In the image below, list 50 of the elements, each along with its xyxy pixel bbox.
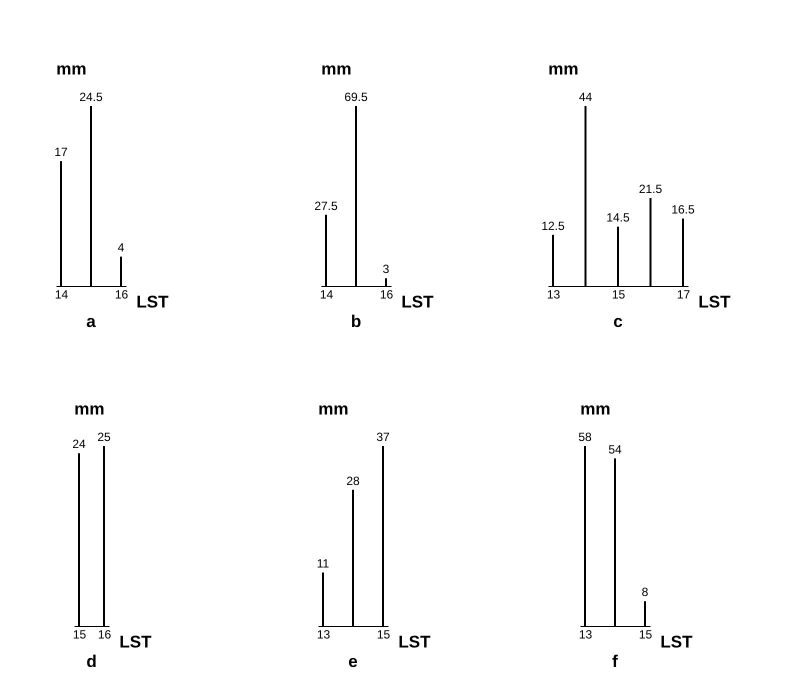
data-label: 24.5 [79,90,103,104]
x-tick-label: 15 [376,628,390,642]
x-axis-title: LST [698,292,731,312]
data-label: 37 [376,430,390,444]
x-tick-label: 16 [379,288,393,302]
data-label: 4 [118,240,125,255]
data-label: 14.5 [606,210,630,225]
x-tick-label: 13 [578,628,592,642]
x-tick-label: 13 [546,288,560,302]
text: f [612,652,618,671]
y-axis-title: mm [318,400,348,418]
x-axis-title: LST [398,632,432,652]
x-axis-title: LST [660,632,694,652]
text: b [350,312,361,331]
data-label: 28 [346,474,360,488]
x-tick-label: 14 [54,288,68,302]
y-axis-title: mm [56,60,86,78]
data-label: 16.5 [670,202,694,216]
x-tick-label: 15 [638,628,652,642]
data-label: 11 [316,556,330,570]
data-label: 24 [72,437,86,452]
data-label: 12.5 [540,218,564,233]
y-axis-title: mm [580,400,610,418]
x-axis-title: LST [136,292,170,312]
data-label: 58 [578,430,592,444]
x-tick-label: 13 [316,628,330,642]
y-axis-title: mm [320,60,351,78]
data-label: 69.5 [344,90,368,104]
x-tick-label: 15 [611,288,625,302]
x-tick-label: 16 [114,288,128,302]
data-label: 21.5 [638,182,662,196]
text: d [86,652,96,671]
data-label: 44 [578,90,592,104]
x-tick-label: 16 [97,628,111,642]
data-label: 54 [608,442,622,456]
x-axis-title: LST [118,632,152,652]
x-tick-label: 14 [319,288,333,302]
y-axis-title: mm [74,400,104,418]
data-label: 17 [54,145,68,160]
data-label: 8 [642,585,649,600]
text: c [612,312,622,331]
data-label: 25 [96,430,110,444]
text: a [86,312,96,331]
x-axis-title: LST [400,292,434,312]
data-label: 3 [382,262,390,276]
x-tick-label: 17 [676,288,690,302]
data-label: 27.5 [314,198,338,213]
x-tick-label: 15 [72,628,86,642]
y-axis-title: mm [548,60,578,78]
text: e [348,652,358,671]
